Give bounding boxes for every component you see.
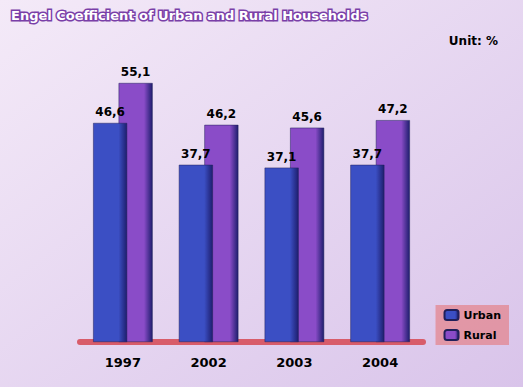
- svg-text:2002: 2002: [191, 355, 227, 370]
- svg-text:37,7: 37,7: [181, 147, 211, 161]
- svg-text:37,1: 37,1: [267, 150, 297, 164]
- svg-text:37,7: 37,7: [353, 147, 383, 161]
- svg-text:46,2: 46,2: [207, 107, 237, 121]
- svg-text:45,6: 45,6: [292, 110, 322, 124]
- svg-text:1997: 1997: [105, 355, 141, 370]
- svg-text:46,6: 46,6: [95, 105, 125, 119]
- svg-text:Engel Coefficient of Urban and: Engel Coefficient of Urban and Rural Hou…: [11, 8, 368, 23]
- svg-text:2003: 2003: [276, 355, 312, 370]
- svg-text:Unit: %: Unit: %: [449, 34, 498, 48]
- svg-text:55,1: 55,1: [121, 65, 151, 79]
- svg-text:Urban: Urban: [464, 309, 502, 322]
- svg-text:2004: 2004: [362, 355, 398, 370]
- svg-text:Rural: Rural: [464, 329, 497, 342]
- svg-text:47,2: 47,2: [378, 102, 408, 116]
